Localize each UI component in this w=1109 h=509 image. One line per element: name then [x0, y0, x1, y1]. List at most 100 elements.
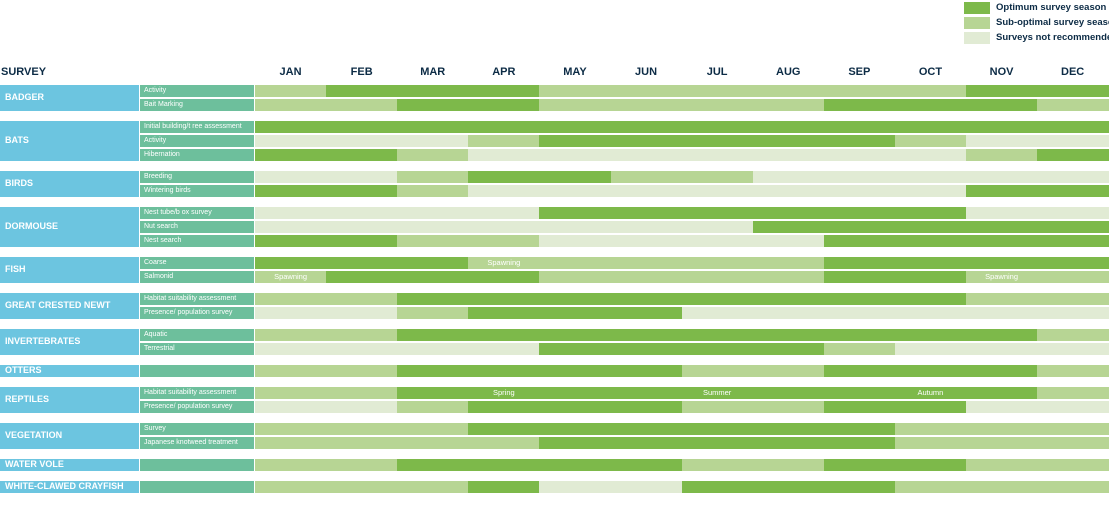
survey-group-bats: BATS	[0, 121, 139, 161]
survey-type-cell: Habitat suitability assessment	[140, 387, 254, 399]
season-cell	[966, 171, 1038, 183]
survey-type-label: Habitat suitability assessment	[144, 295, 237, 302]
survey-type-label: Activity	[144, 87, 167, 94]
season-cell	[326, 235, 398, 247]
season-cell	[610, 343, 683, 355]
season-cell	[539, 149, 611, 161]
season-cell	[966, 387, 1038, 399]
survey-type-label: Aquatic	[144, 331, 168, 338]
season-cell	[966, 149, 1038, 161]
season-cell	[1037, 221, 1109, 233]
season-cell	[539, 257, 611, 269]
season-cell	[823, 207, 896, 219]
season-cell	[539, 207, 611, 219]
season-cell	[752, 365, 825, 377]
season-cell	[681, 185, 754, 197]
season-cell	[752, 185, 825, 197]
season-cell	[894, 343, 967, 355]
season-cell	[966, 329, 1038, 341]
survey-type-cell: Activity	[140, 85, 254, 97]
month-header-may: MAY	[563, 66, 587, 78]
season-cell	[468, 343, 540, 355]
season-cell	[752, 437, 825, 449]
survey-type-label: Hibernation	[144, 151, 180, 158]
survey-type-cell: Aquatic	[140, 329, 254, 341]
survey-type-cell: Breeding	[140, 171, 254, 183]
month-header-mar: MAR	[420, 66, 446, 78]
season-cell	[966, 401, 1038, 413]
season-cell	[326, 387, 398, 399]
season-cell	[255, 401, 327, 413]
season-cell	[468, 271, 540, 283]
group-label: BATS	[5, 135, 29, 145]
survey-type-cell: Presence/ population survey	[140, 307, 254, 319]
season-cell	[681, 99, 754, 111]
survey-type-label: Coarse	[144, 259, 167, 266]
season-cell	[681, 271, 754, 283]
season-cell	[397, 481, 469, 493]
season-cell	[610, 481, 683, 493]
season-cell	[610, 307, 683, 319]
season-cell	[255, 185, 327, 197]
season-cell	[1037, 401, 1109, 413]
season-cell	[966, 185, 1038, 197]
season-cell	[681, 437, 754, 449]
season-cell	[894, 207, 967, 219]
season-cell	[610, 293, 683, 305]
season-cell	[539, 365, 611, 377]
season-cell	[326, 365, 398, 377]
survey-type-cell: Hibernation	[140, 149, 254, 161]
survey-type-label: Bait Marking	[144, 101, 183, 108]
season-cell	[966, 365, 1038, 377]
season-cell	[681, 85, 754, 97]
season-cell	[681, 207, 754, 219]
season-cell	[326, 293, 398, 305]
season-cell	[539, 437, 611, 449]
survey-group-invertebrates: INVERTEBRATES	[0, 329, 139, 355]
season-cell	[681, 257, 754, 269]
season-cell	[255, 459, 327, 471]
survey-type-label: Nest search	[144, 237, 182, 244]
survey-column-header: SURVEY	[1, 66, 47, 78]
season-cell	[823, 149, 896, 161]
season-cell	[610, 171, 683, 183]
season-cell	[539, 221, 611, 233]
season-cell	[1037, 121, 1109, 133]
season-cell	[894, 387, 967, 399]
survey-type-label: Presence/ population survey	[144, 403, 233, 410]
season-cell	[823, 221, 896, 233]
season-cell	[894, 185, 967, 197]
season-cell	[539, 171, 611, 183]
season-cell	[1037, 329, 1109, 341]
cell-annotation: Autumn	[917, 388, 944, 397]
season-cell	[823, 257, 896, 269]
season-cell	[255, 307, 327, 319]
season-cell	[681, 293, 754, 305]
season-cell	[966, 121, 1038, 133]
survey-group-white-clawed-crayfish: WHITE-CLAWED CRAYFISH	[0, 481, 139, 493]
month-header-dec: DEC	[1061, 66, 1085, 78]
season-cell	[823, 387, 896, 399]
season-cell	[539, 121, 611, 133]
season-cell	[539, 481, 611, 493]
season-cell	[752, 329, 825, 341]
legend-label: Optimum survey season	[996, 2, 1107, 13]
month-header-jul: JUL	[706, 66, 728, 78]
season-cell	[255, 221, 327, 233]
survey-type-cell	[140, 365, 254, 377]
season-cell	[1037, 207, 1109, 219]
group-label: FISH	[5, 264, 26, 274]
season-cell	[966, 235, 1038, 247]
legend-swatch	[964, 16, 990, 29]
season-cell	[255, 135, 327, 147]
season-cell	[255, 343, 327, 355]
season-cell	[326, 257, 398, 269]
legend-item: Surveys not recommended	[964, 31, 1109, 44]
season-cell	[539, 329, 611, 341]
season-cell	[1037, 459, 1109, 471]
season-cell	[539, 423, 611, 435]
season-cell	[539, 85, 611, 97]
season-cell	[468, 149, 540, 161]
season-cell	[894, 271, 967, 283]
season-cell	[397, 401, 469, 413]
